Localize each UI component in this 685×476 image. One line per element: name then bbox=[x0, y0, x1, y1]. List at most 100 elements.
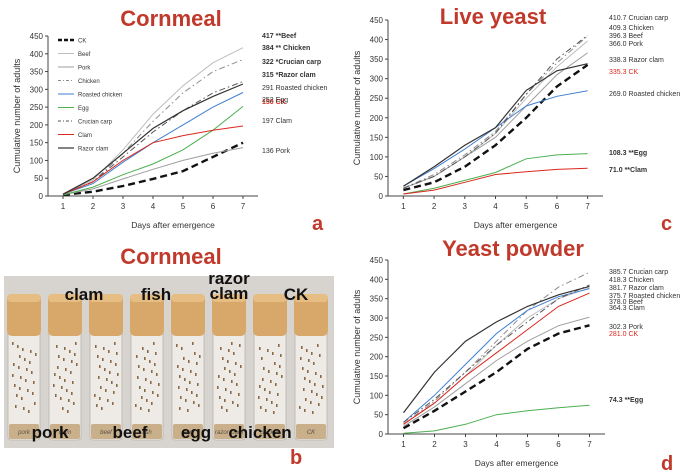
pupa-speck bbox=[115, 363, 117, 366]
pupa-speck bbox=[234, 373, 236, 376]
y-tick-label: 350 bbox=[30, 68, 44, 77]
pupa-speck bbox=[196, 362, 198, 365]
series-line-pork bbox=[403, 316, 590, 427]
x-tick-label: 7 bbox=[587, 440, 592, 449]
pupa-speck bbox=[276, 404, 278, 407]
vial-label: egg bbox=[183, 430, 194, 436]
y-tick-label: 150 bbox=[30, 139, 44, 148]
vial-plug bbox=[89, 294, 123, 336]
pupa-speck bbox=[102, 358, 104, 361]
pupa-speck bbox=[75, 342, 77, 345]
pupa-speck bbox=[157, 394, 159, 397]
legend-entry: Crucian carp bbox=[78, 120, 113, 126]
pupa-speck bbox=[240, 365, 242, 368]
pupa-speck bbox=[192, 342, 194, 345]
photo-bottom-label: chicken bbox=[228, 423, 291, 442]
vial-plug bbox=[253, 294, 287, 336]
series-line-ck bbox=[62, 141, 244, 197]
pupa-speck bbox=[311, 390, 313, 393]
series-end-label: 366.0 Pork bbox=[609, 41, 643, 48]
pupa-speck bbox=[259, 347, 261, 350]
series-line-ck bbox=[402, 324, 590, 430]
photo-top-labels: clam fish razor clam CK bbox=[65, 269, 309, 304]
pupa-speck bbox=[114, 342, 116, 345]
series-end-label: 281.0 CK bbox=[609, 331, 639, 338]
legend-entry: Beef bbox=[78, 52, 91, 58]
pupa-speck bbox=[67, 410, 69, 413]
y-tick-label: 0 bbox=[379, 192, 384, 201]
pupa-speck bbox=[223, 378, 225, 381]
y-tick-label: 100 bbox=[370, 391, 384, 400]
x-tick-label: 4 bbox=[494, 440, 499, 449]
pupa-speck bbox=[105, 389, 107, 392]
x-tick-label: 5 bbox=[181, 202, 186, 211]
panel-letter-b: b bbox=[290, 447, 302, 469]
legend-entry: Clam bbox=[78, 133, 92, 139]
pupa-speck bbox=[116, 352, 118, 355]
y-tick-label: 50 bbox=[34, 174, 43, 183]
pupa-speck bbox=[225, 388, 227, 391]
pupa-speck bbox=[317, 344, 319, 347]
pupa-speck bbox=[184, 378, 186, 381]
pupa-speck bbox=[228, 349, 230, 352]
pupa-speck bbox=[312, 411, 314, 414]
pupa-speck bbox=[304, 377, 306, 380]
pupa-speck bbox=[33, 381, 35, 384]
pupa-speck bbox=[180, 396, 182, 399]
pupa-speck bbox=[24, 358, 26, 361]
series-end-label: 381.7 Razor clam bbox=[609, 285, 664, 292]
vial-plug bbox=[48, 294, 82, 336]
series-end-label: 291 Roasted chicken bbox=[262, 85, 327, 92]
panel-letter-a: a bbox=[312, 213, 324, 235]
y-tick-label: 400 bbox=[370, 275, 384, 284]
pupa-speck bbox=[117, 373, 119, 376]
pupa-speck bbox=[104, 368, 106, 371]
vial-plug-top bbox=[48, 294, 82, 302]
series-line-razor-clam bbox=[403, 63, 588, 187]
series-line-egg bbox=[403, 153, 588, 195]
pupa-speck bbox=[59, 376, 61, 379]
pupa-speck bbox=[301, 346, 303, 349]
pupa-speck bbox=[194, 352, 196, 355]
y-tick-label: 200 bbox=[370, 114, 384, 123]
pupa-speck bbox=[16, 394, 18, 397]
pupa-speck bbox=[151, 370, 153, 373]
pupa-speck bbox=[12, 374, 14, 377]
series-end-label: 378.0 Beef bbox=[609, 299, 643, 306]
vial: chicken bbox=[253, 294, 287, 441]
legend: CK Beef Pork Chicken Roasted chicken Egg Cruci… bbox=[58, 39, 122, 153]
pupa-speck bbox=[302, 367, 304, 370]
cornmeal-chart: Cornmeal 0 50 100 150 200 250 300 350 400 450 1 2 3 4 5… bbox=[12, 6, 327, 235]
pupa-speck bbox=[198, 404, 200, 407]
pupa-speck bbox=[193, 401, 195, 404]
pupa-speck bbox=[279, 365, 281, 368]
x-tick-label: 3 bbox=[463, 202, 468, 211]
x-tick-label: 3 bbox=[121, 202, 126, 211]
pupa-speck bbox=[140, 407, 142, 410]
pupa-speck bbox=[154, 363, 156, 366]
series-end-label: 409.3 Chicken bbox=[609, 25, 654, 32]
vial-plug-top bbox=[212, 294, 246, 302]
pupa-speck bbox=[220, 347, 222, 350]
pupa-speck bbox=[28, 410, 30, 413]
pupa-speck bbox=[318, 403, 320, 406]
vial-food bbox=[214, 424, 244, 439]
pupa-speck bbox=[158, 383, 160, 386]
pupa-speck bbox=[177, 365, 179, 368]
series-line-roasted-chicken bbox=[403, 288, 590, 423]
pupa-speck bbox=[262, 378, 264, 381]
pupa-speck bbox=[34, 402, 36, 405]
chart-title: Yeast powder bbox=[442, 238, 584, 261]
pupa-speck bbox=[270, 380, 272, 383]
pupa-speck bbox=[66, 389, 68, 392]
x-tick-label: 6 bbox=[211, 202, 216, 211]
y-tick-label: 200 bbox=[30, 121, 44, 130]
y-tick-label: 150 bbox=[370, 133, 384, 142]
pupa-speck bbox=[322, 385, 324, 388]
vial-label: fish bbox=[142, 430, 152, 436]
x-tick-label: 4 bbox=[151, 202, 156, 211]
pupa-speck bbox=[260, 406, 262, 409]
pupa-speck bbox=[186, 388, 188, 391]
pupa-speck bbox=[179, 407, 181, 410]
pupa-speck bbox=[153, 342, 155, 345]
